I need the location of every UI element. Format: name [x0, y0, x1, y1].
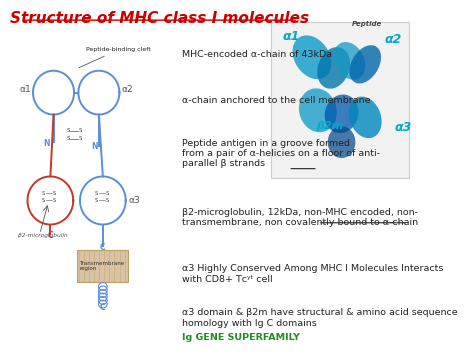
Text: S: S [67, 128, 70, 133]
Text: N: N [91, 142, 98, 151]
Ellipse shape [325, 94, 358, 133]
Text: α1: α1 [19, 84, 31, 94]
Text: S: S [105, 198, 109, 203]
Text: S: S [53, 191, 56, 196]
Text: Peptide antigen in a groove formed
from a pair of α-helicies on a floor of anti-: Peptide antigen in a groove formed from … [182, 138, 380, 168]
Text: S: S [79, 136, 82, 141]
Text: S: S [67, 136, 70, 141]
Text: N: N [43, 139, 50, 148]
Text: C: C [100, 303, 106, 312]
Text: Transmembrane
region: Transmembrane region [79, 261, 124, 271]
Text: β2-microglobulin, 12kDa, non-MHC encoded, non-
transmembrane, non covalently bou: β2-microglobulin, 12kDa, non-MHC encoded… [182, 208, 418, 227]
Text: β2m: β2m [316, 121, 343, 131]
Ellipse shape [349, 97, 382, 138]
Text: α3 Highly Conserved Among MHC I Molecules Interacts
with CD8+ Tᴄʸᵗ cell: α3 Highly Conserved Among MHC I Molecule… [182, 264, 443, 284]
Text: α-chain anchored to the cell membrane: α-chain anchored to the cell membrane [182, 96, 370, 105]
Ellipse shape [292, 36, 331, 79]
Text: α3 domain & β2m have structural & amino acid sequence
homology with Ig C domains: α3 domain & β2m have structural & amino … [182, 308, 457, 328]
Text: S: S [42, 198, 45, 203]
Text: Structure of MHC class I molecules: Structure of MHC class I molecules [10, 11, 310, 26]
Bar [77, 250, 128, 282]
Ellipse shape [334, 42, 365, 80]
Text: Peptide: Peptide [351, 21, 382, 27]
Text: α2: α2 [385, 33, 402, 46]
Ellipse shape [299, 88, 337, 132]
Text: C: C [100, 243, 106, 252]
Text: β2-microglobulin: β2-microglobulin [18, 233, 68, 238]
Ellipse shape [317, 47, 350, 89]
Text: S: S [53, 198, 56, 203]
Text: S: S [94, 191, 97, 196]
Text: S: S [105, 191, 109, 196]
Ellipse shape [349, 45, 381, 83]
Text: MHC-encoded α-chain of 43kDa: MHC-encoded α-chain of 43kDa [182, 50, 332, 59]
Text: S: S [94, 198, 97, 203]
Bar [271, 22, 409, 178]
Text: α3: α3 [395, 121, 412, 135]
Ellipse shape [328, 126, 356, 158]
Text: S: S [79, 128, 82, 133]
Text: α1: α1 [283, 29, 300, 43]
Text: Ig GENE SUPERFAMILY: Ig GENE SUPERFAMILY [182, 333, 300, 342]
Text: C: C [47, 231, 53, 240]
Text: S: S [42, 191, 45, 196]
Text: Peptide-binding cleft: Peptide-binding cleft [79, 47, 151, 68]
Text: α3: α3 [129, 196, 141, 205]
Text: α2: α2 [121, 84, 133, 94]
